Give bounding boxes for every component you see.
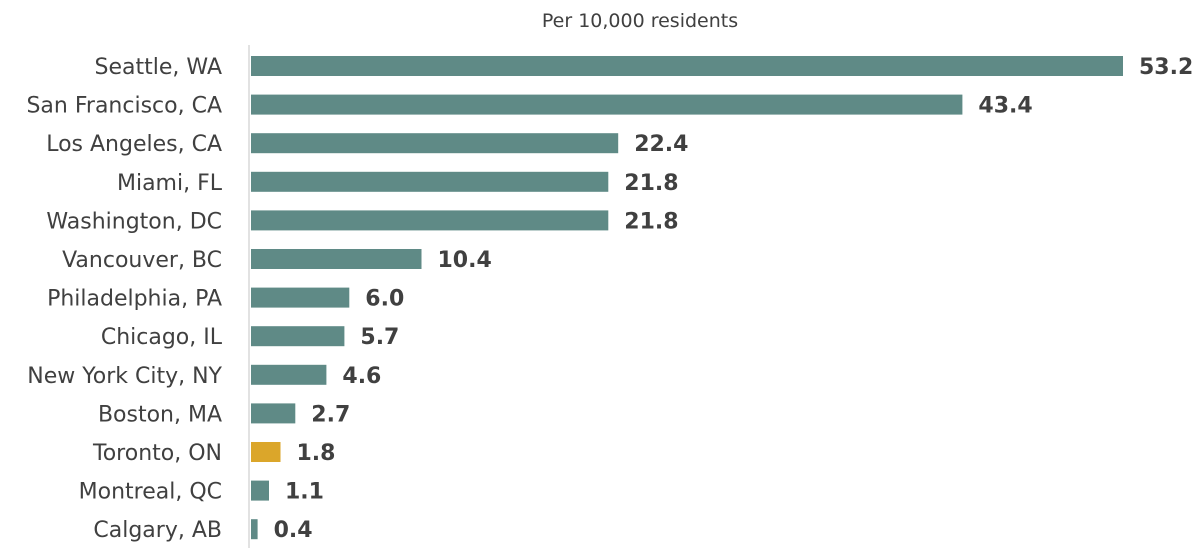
category-labels-group: Seattle, WA San Francisco, CA Los Angeles,… xyxy=(26,55,222,543)
bar-boston-ma xyxy=(251,403,296,424)
bar-montreal-qc xyxy=(251,480,269,501)
chart-subtitle: Per 10,000 residents xyxy=(542,10,738,32)
bar-philadelphia-pa xyxy=(251,287,350,308)
bar-san-francisco-ca xyxy=(251,94,963,115)
category-label-montreal-qc: Montreal, QC xyxy=(79,480,222,505)
value-label-los-angeles-ca: 22.4 xyxy=(634,132,688,157)
value-label-calgary-ab: 0.4 xyxy=(274,518,313,543)
bar-washington-dc xyxy=(251,210,609,231)
value-label-toronto-on: 1.8 xyxy=(297,441,336,466)
category-label-los-angeles-ca: Los Angeles, CA xyxy=(46,132,222,157)
bar-vancouver-bc xyxy=(251,249,422,269)
category-label-calgary-ab: Calgary, AB xyxy=(93,518,222,543)
value-label-seattle-wa: 53.2 xyxy=(1139,55,1193,80)
bar-los-angeles-ca xyxy=(251,133,619,154)
value-label-chicago-il: 5.7 xyxy=(360,325,399,350)
category-label-new-york-city-ny: New York City, NY xyxy=(27,364,222,389)
value-label-boston-ma: 2.7 xyxy=(311,402,350,427)
category-label-toronto-on: Toronto, ON xyxy=(92,441,222,466)
category-label-philadelphia-pa: Philadelphia, PA xyxy=(47,287,222,312)
value-label-philadelphia-pa: 6.0 xyxy=(365,287,404,312)
category-label-san-francisco-ca: San Francisco, CA xyxy=(26,94,222,119)
category-label-washington-dc: Washington, DC xyxy=(46,209,222,234)
category-label-seattle-wa: Seattle, WA xyxy=(95,55,222,80)
value-label-montreal-qc: 1.1 xyxy=(285,480,324,505)
category-label-boston-ma: Boston, MA xyxy=(98,402,222,427)
category-label-chicago-il: Chicago, IL xyxy=(101,325,223,350)
bar-new-york-city-ny xyxy=(251,364,327,385)
value-label-vancouver-bc: 10.4 xyxy=(438,248,492,273)
category-label-vancouver-bc: Vancouver, BC xyxy=(62,248,222,273)
bars-group xyxy=(251,56,1123,540)
bar-calgary-ab xyxy=(251,519,258,540)
value-label-miami-fl: 21.8 xyxy=(624,171,678,196)
value-label-san-francisco-ca: 43.4 xyxy=(978,94,1032,119)
bar-miami-fl xyxy=(251,171,609,192)
bar-seattle-wa xyxy=(251,56,1123,76)
value-label-washington-dc: 21.8 xyxy=(624,209,678,234)
bar-chicago-il xyxy=(251,326,345,347)
bar-toronto-on xyxy=(251,442,281,462)
value-label-new-york-city-ny: 4.6 xyxy=(342,364,381,389)
category-label-miami-fl: Miami, FL xyxy=(117,171,223,196)
value-labels-group: 53.2 43.4 22.4 21.8 21.8 10.4 6.0 5.7 4.6 2.7 1.8 1… xyxy=(274,55,1194,543)
